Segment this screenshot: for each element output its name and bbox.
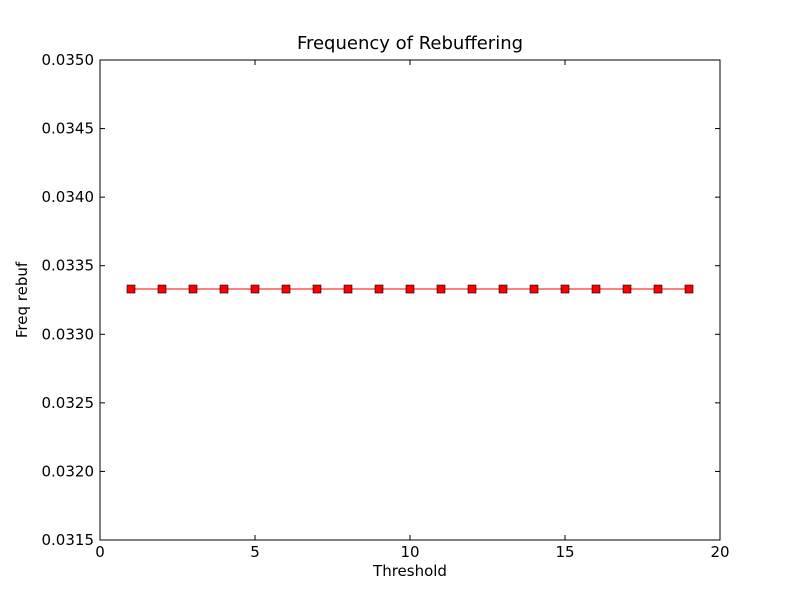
data-point-marker xyxy=(622,284,632,294)
y-tick-label: 0.0340 xyxy=(42,188,95,206)
data-point-marker xyxy=(560,284,570,294)
data-point-marker xyxy=(653,284,663,294)
data-point-marker xyxy=(591,284,601,294)
data-point-marker xyxy=(126,284,136,294)
series-layer xyxy=(126,284,694,294)
x-tick-label: 5 xyxy=(250,543,260,561)
data-point-marker xyxy=(374,284,384,294)
data-point-marker xyxy=(219,284,229,294)
data-point-marker xyxy=(467,284,477,294)
data-point-marker xyxy=(684,284,694,294)
data-point-marker xyxy=(405,284,415,294)
y-tick-label: 0.0350 xyxy=(42,51,95,69)
data-point-marker xyxy=(312,284,322,294)
data-point-marker xyxy=(157,284,167,294)
chart-title: Frequency of Rebuffering xyxy=(297,33,523,54)
data-point-marker xyxy=(436,284,446,294)
data-point-marker xyxy=(250,284,260,294)
plot-frame xyxy=(99,59,721,541)
data-point-marker xyxy=(343,284,353,294)
x-tick-label: 10 xyxy=(400,543,419,561)
ticks-layer: 0 5 10 15 20 0.0315 0.0320 0.0325 0.0330 0.0335 0.… xyxy=(42,51,730,561)
y-tick-label: 0.0325 xyxy=(42,394,95,412)
y-tick-label: 0.0320 xyxy=(42,462,95,480)
x-tick-label: 15 xyxy=(555,543,574,561)
y-axis-label: Freq rebuf xyxy=(13,261,31,338)
data-point-marker xyxy=(281,284,291,294)
x-tick-label: 20 xyxy=(710,543,729,561)
y-tick-label: 0.0315 xyxy=(42,531,95,549)
x-tick-label: 0 xyxy=(95,543,105,561)
x-axis-label: Threshold xyxy=(372,562,447,580)
data-point-marker xyxy=(188,284,198,294)
y-tick-label: 0.0335 xyxy=(42,257,95,275)
data-point-marker xyxy=(498,284,508,294)
y-tick-label: 0.0330 xyxy=(42,325,95,343)
y-tick-label: 0.0345 xyxy=(42,120,95,138)
data-point-marker xyxy=(529,284,539,294)
